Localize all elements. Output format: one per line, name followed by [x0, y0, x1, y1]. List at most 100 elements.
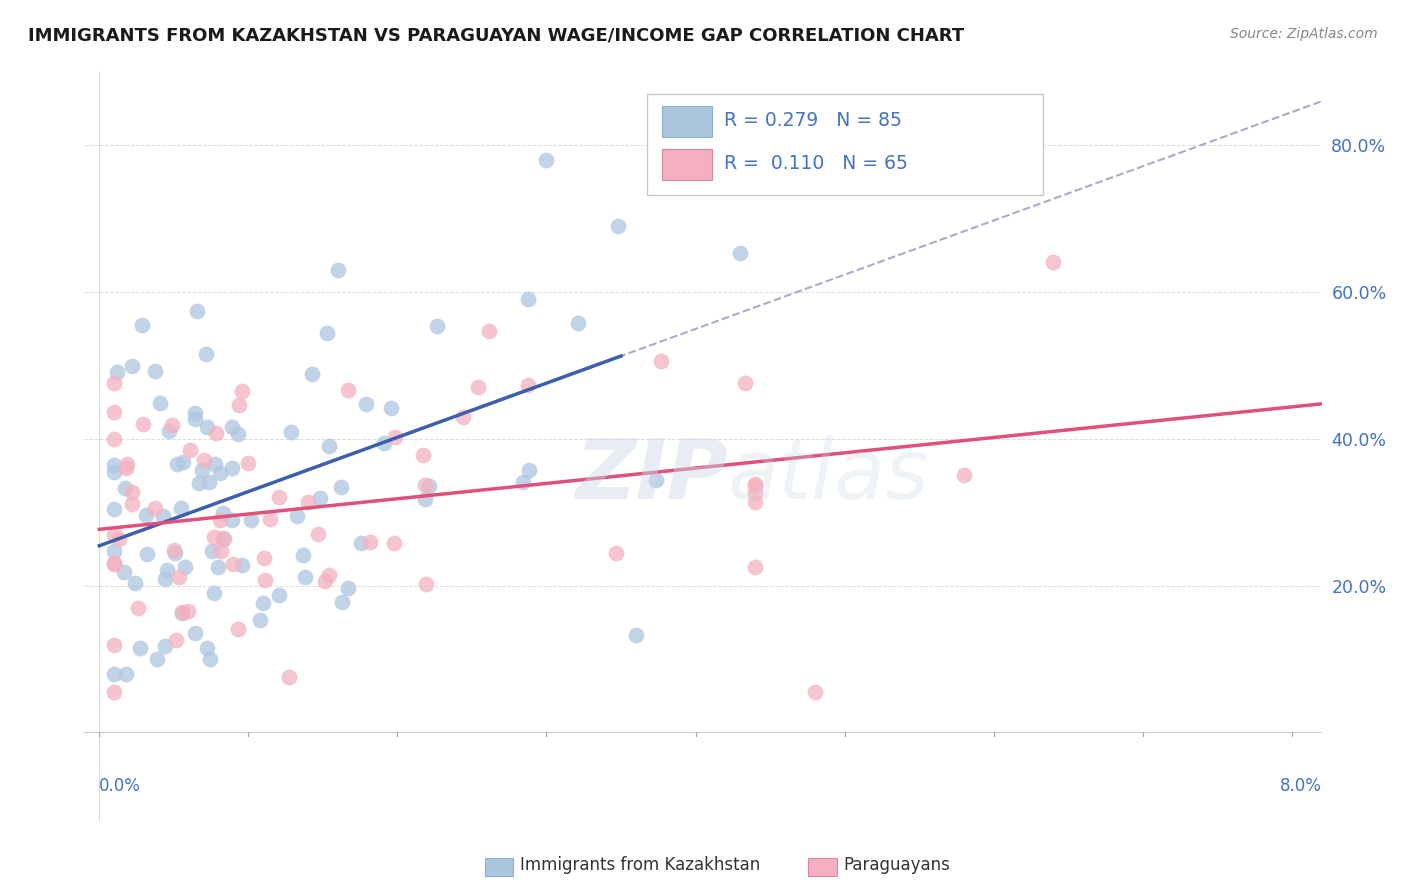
Text: R =  0.110   N = 65: R = 0.110 N = 65: [724, 154, 908, 173]
Point: [212, 506, 235, 520]
Point: [314, 574, 336, 588]
Point: [105, 365, 128, 379]
Point: [172, 605, 194, 619]
Point: [209, 544, 232, 558]
Point: [297, 495, 319, 509]
Point: [211, 531, 233, 545]
Point: [156, 564, 179, 578]
Point: [418, 478, 440, 492]
Point: [253, 550, 276, 565]
Point: [517, 292, 540, 306]
Point: [177, 604, 200, 618]
Point: [221, 513, 243, 527]
Point: [170, 606, 193, 620]
Point: [953, 468, 976, 483]
Point: [517, 463, 540, 477]
Point: [650, 354, 672, 368]
Point: [159, 424, 181, 438]
FancyBboxPatch shape: [647, 94, 1043, 195]
Point: [222, 558, 245, 572]
Point: [607, 219, 630, 233]
Point: [228, 398, 250, 412]
Text: Paraguayans: Paraguayans: [844, 856, 950, 874]
Point: [318, 567, 340, 582]
Text: Immigrants from Kazakhstan: Immigrants from Kazakhstan: [520, 856, 761, 874]
Text: 8.0%: 8.0%: [1279, 777, 1322, 795]
Point: [179, 443, 201, 458]
Point: [103, 502, 125, 516]
Point: [195, 640, 218, 655]
Point: [187, 475, 209, 490]
Point: [108, 533, 131, 547]
Point: [103, 527, 125, 541]
Point: [467, 380, 489, 394]
Point: [121, 497, 143, 511]
Point: [103, 432, 125, 446]
Point: [359, 534, 381, 549]
Text: IMMIGRANTS FROM KAZAKHSTAN VS PARAGUAYAN WAGE/INCOME GAP CORRELATION CHART: IMMIGRANTS FROM KAZAKHSTAN VS PARAGUAYAN…: [28, 27, 965, 45]
Point: [744, 479, 766, 493]
Point: [373, 436, 395, 450]
Point: [285, 509, 308, 524]
Text: 0.0%: 0.0%: [100, 777, 141, 795]
Point: [536, 153, 558, 167]
Point: [200, 652, 222, 666]
Point: [280, 425, 302, 439]
Point: [155, 572, 177, 586]
Point: [132, 417, 155, 432]
Point: [202, 530, 225, 544]
Point: [516, 378, 538, 392]
Point: [249, 613, 271, 627]
Point: [744, 560, 766, 574]
Point: [191, 463, 214, 477]
Point: [512, 475, 534, 490]
Text: atlas: atlas: [728, 435, 929, 516]
Point: [451, 409, 474, 424]
Point: [478, 324, 501, 338]
Point: [301, 368, 323, 382]
Point: [121, 485, 143, 500]
Point: [384, 430, 406, 444]
Bar: [662, 106, 711, 137]
Point: [294, 570, 316, 584]
Point: [330, 480, 353, 494]
Point: [252, 597, 274, 611]
Point: [166, 457, 188, 471]
Point: [146, 652, 169, 666]
Point: [207, 560, 229, 574]
Point: [1042, 255, 1064, 269]
Point: [152, 509, 174, 524]
Point: [278, 670, 301, 684]
Point: [103, 458, 125, 473]
Point: [202, 586, 225, 600]
Point: [221, 419, 243, 434]
Point: [201, 544, 224, 558]
Point: [221, 460, 243, 475]
Point: [744, 476, 766, 491]
Point: [143, 501, 166, 516]
Point: [415, 478, 437, 492]
Point: [193, 453, 215, 467]
Text: R = 0.279   N = 85: R = 0.279 N = 85: [724, 111, 901, 129]
Point: [240, 513, 263, 527]
Point: [337, 383, 360, 397]
Point: [103, 685, 125, 699]
Point: [129, 641, 152, 656]
Point: [149, 396, 172, 410]
Point: [415, 577, 437, 591]
Point: [170, 501, 193, 516]
Point: [103, 638, 125, 652]
Point: [269, 588, 291, 602]
Point: [804, 685, 827, 699]
Text: ZIP: ZIP: [575, 435, 728, 516]
Bar: [662, 149, 711, 180]
Point: [204, 457, 226, 471]
Point: [730, 246, 752, 260]
Point: [163, 543, 186, 558]
Point: [114, 481, 136, 495]
Point: [131, 318, 153, 333]
Point: [212, 532, 235, 546]
Point: [103, 556, 125, 570]
Point: [350, 536, 373, 550]
Point: [115, 460, 138, 475]
